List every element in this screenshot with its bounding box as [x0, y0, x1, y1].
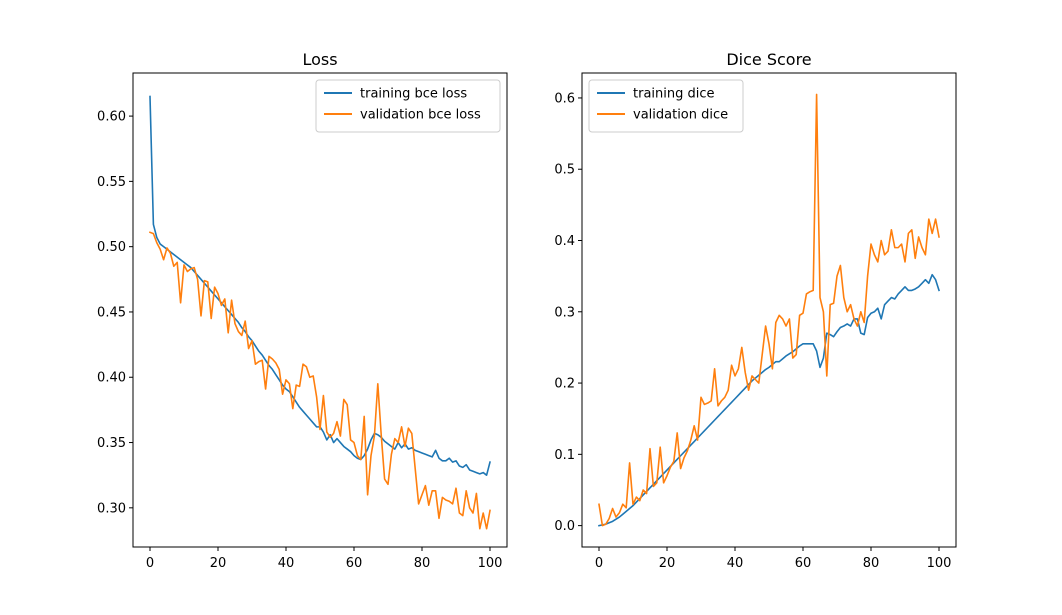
axes-frame: [581, 72, 957, 548]
series-line-training-dice: [598, 273, 941, 527]
x-tick-label: 100: [478, 556, 503, 571]
y-tick-label: 0.35: [97, 436, 126, 451]
loss-chart: Loss 0 20 40 60 80 100 0.30 0.35 0.40 0.45 0.50 0.55…: [97, 50, 508, 571]
legend: training bce loss validation bce loss: [315, 79, 501, 133]
x-tick-label: 20: [210, 556, 227, 571]
y-tick-label: 0.3: [554, 305, 575, 320]
x-tick-label: 20: [659, 556, 676, 571]
legend-box: [588, 79, 744, 133]
x-tick-label: 60: [346, 556, 363, 571]
y-tick-label: 0.5: [554, 163, 575, 178]
y-tick-label: 0.50: [97, 240, 126, 255]
x-tick-label: 100: [927, 556, 952, 571]
y-tick-label: 0.55: [97, 175, 126, 190]
legend: training dice validation dice: [588, 79, 744, 133]
dice-score-chart: Dice Score 0 20 40 60 80 100 0.0 0.1 0.2 0.3 0.4 0.5…: [554, 50, 957, 571]
legend-label-training-dice: training dice: [633, 87, 715, 102]
axes-frame: [132, 72, 508, 548]
series-line-validation-bce-loss: [148, 231, 491, 530]
x-tick-label: 80: [414, 556, 431, 571]
x-tick-label: 40: [278, 556, 295, 571]
legend-label-validation-dice: validation dice: [633, 108, 728, 123]
series-line-validation-dice: [598, 93, 940, 527]
y-tick-label: 0.4: [554, 234, 575, 249]
chart-title: Loss: [302, 50, 337, 69]
y-tick-label: 0.2: [554, 377, 575, 392]
y-tick-label: 0.1: [554, 448, 575, 463]
x-tick-label: 0: [595, 556, 603, 571]
y-tick-label: 0.0: [554, 519, 575, 534]
y-tick-label: 0.60: [97, 110, 126, 125]
y-tick-label: 0.30: [97, 501, 126, 516]
y-tick-label: 0.45: [97, 305, 126, 320]
y-tick-label: 0.6: [554, 91, 575, 106]
series-line-training-bce-loss: [149, 95, 491, 476]
x-tick-label: 40: [727, 556, 744, 571]
legend-label-training-bce-loss: training bce loss: [360, 87, 467, 102]
legend-label-validation-bce-loss: validation bce loss: [360, 108, 481, 123]
x-tick-label: 80: [863, 556, 880, 571]
y-tick-label: 0.40: [97, 371, 126, 386]
legend-box: [315, 79, 501, 133]
x-tick-label: 0: [146, 556, 154, 571]
chart-title: Dice Score: [726, 50, 811, 69]
x-tick-label: 60: [795, 556, 812, 571]
